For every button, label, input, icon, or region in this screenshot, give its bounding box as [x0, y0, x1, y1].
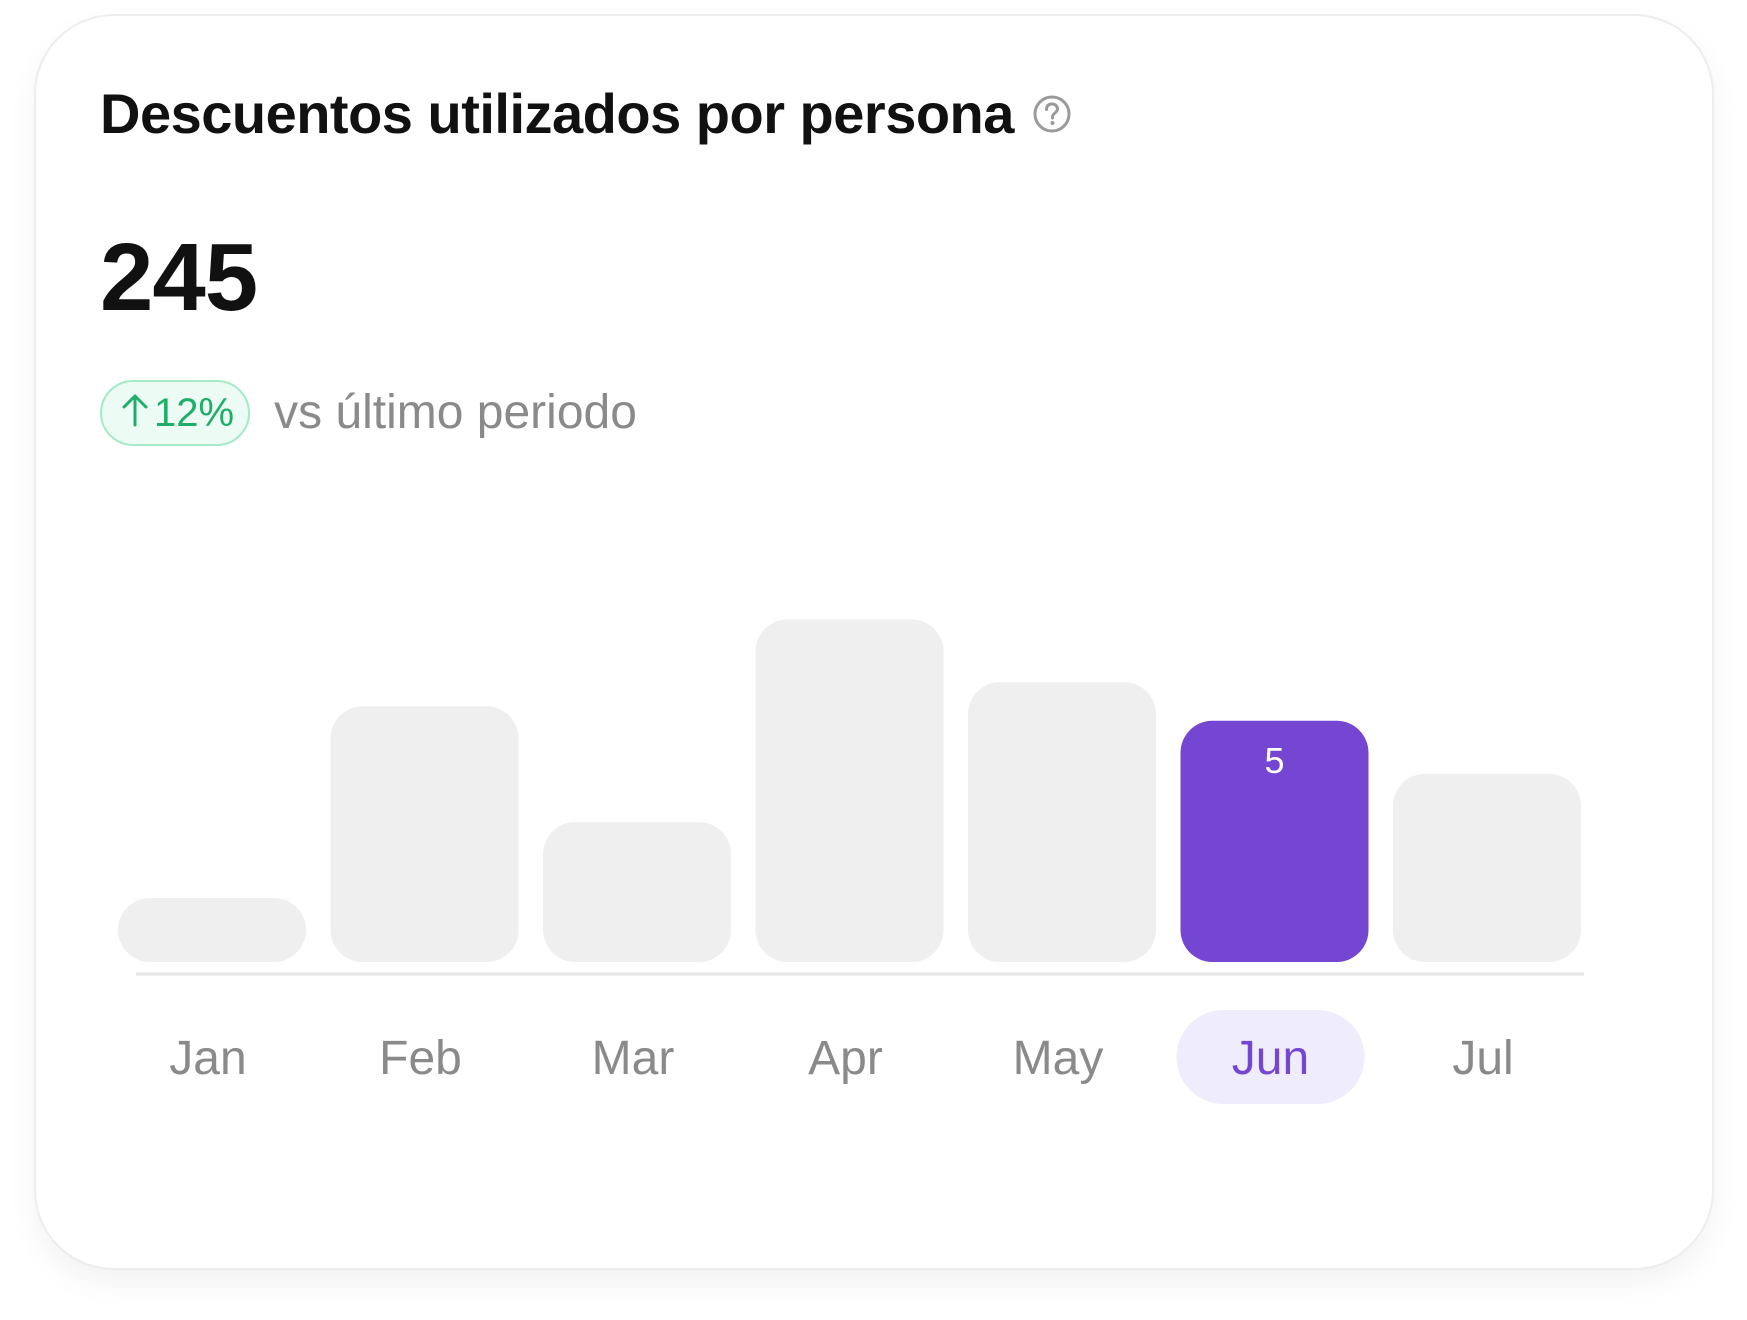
x-tick-label-jul[interactable]: Jul: [1452, 1032, 1513, 1085]
delta-row: 12% vs último periodo: [100, 380, 637, 446]
arrow-up-icon: [120, 392, 150, 435]
delta-percent: 12%: [154, 391, 235, 435]
x-tick-label-apr[interactable]: Apr: [808, 1032, 883, 1085]
question-circle-icon[interactable]: [1032, 94, 1072, 134]
metric-value: 245: [100, 224, 258, 331]
x-tick-label-jun[interactable]: Jun: [1232, 1032, 1309, 1085]
bar-mar[interactable]: [543, 822, 731, 962]
bar-jan[interactable]: [118, 898, 306, 962]
x-tick-label-feb[interactable]: Feb: [379, 1032, 462, 1085]
bar-chart: Jan Feb Mar Apr May 5 Jun Jul: [118, 619, 1584, 1104]
card-title: Descuentos utilizados por persona: [100, 82, 1014, 145]
x-tick-label-jan[interactable]: Jan: [169, 1032, 246, 1085]
bar-jul[interactable]: [1393, 773, 1581, 962]
bar-feb[interactable]: [330, 706, 519, 962]
delta-badge: 12%: [100, 380, 251, 446]
bar-value-label: 5: [1264, 740, 1284, 781]
bar-may[interactable]: [968, 682, 1156, 962]
category-highlight-pill[interactable]: [1176, 1010, 1365, 1104]
discounts-card: Descuentos utilizados por persona 245 12…: [34, 14, 1714, 1270]
comparison-label: vs último periodo: [274, 386, 637, 439]
x-tick-label-mar[interactable]: Mar: [592, 1032, 675, 1085]
title-row: Descuentos utilizados por persona: [100, 86, 1072, 142]
bar-apr[interactable]: [755, 619, 944, 962]
x-tick-label-may[interactable]: May: [1013, 1032, 1104, 1085]
bar-jun[interactable]: [1180, 720, 1369, 962]
